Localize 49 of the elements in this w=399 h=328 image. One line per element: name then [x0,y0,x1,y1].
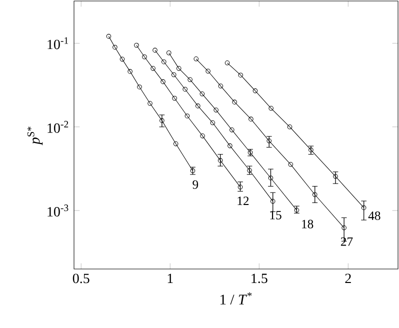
y-tick-label: 10$^{-3}$ [48,204,68,217]
point [200,91,205,96]
point [150,66,156,71]
point [232,100,237,104]
x-tick-label: 2 [345,274,351,283]
x-tick-label: 1 [168,274,173,283]
point [142,54,147,60]
point [214,108,218,112]
x-axis-title: 1 / T$^{*}$ [220,292,252,305]
point [148,100,152,106]
point [252,88,258,94]
point [248,116,254,122]
point [228,143,232,148]
point [218,84,224,88]
series-label: 27 [340,237,353,246]
y-tick-label: 10$^{-2}$ [48,120,68,133]
point [184,114,190,118]
point [128,69,132,74]
point [230,128,234,132]
point [238,72,244,78]
point [173,141,178,146]
point [200,134,205,138]
series-label: 15 [270,210,282,220]
series-label: 18 [302,220,314,228]
point [206,68,210,74]
point [268,106,274,111]
series-label: 9 [192,180,198,189]
x-tick-label: 0.5 [72,274,90,284]
point [112,44,118,50]
point [288,162,294,167]
point [120,56,125,62]
point [196,104,200,108]
point [188,77,192,82]
point [160,79,166,84]
point [247,168,252,173]
point [161,59,166,64]
point [182,86,188,92]
point [172,96,177,101]
y-axis-title: p$^{S*}$ [27,126,43,146]
series-label: 12 [238,196,249,206]
series-label: 48 [368,211,380,220]
point [210,120,216,126]
point [137,84,142,90]
y-tick-label: 10$^{-1}$ [48,37,68,50]
point [287,124,292,130]
x-tick-label: 1.5 [252,274,268,284]
point [308,148,314,152]
point [176,66,182,71]
point [171,72,176,78]
